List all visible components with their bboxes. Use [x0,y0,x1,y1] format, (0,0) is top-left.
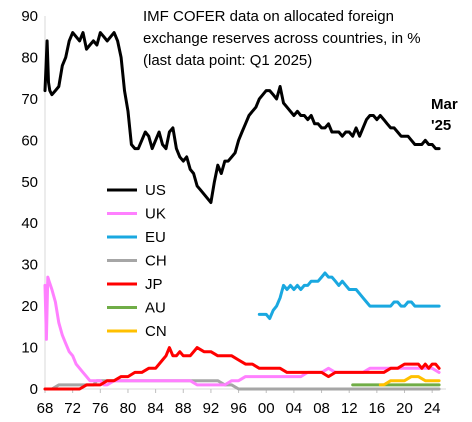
x-tick-label: 16 [369,400,386,417]
y-tick-label: 80 [21,49,38,66]
legend-label-jp: JP [145,276,163,293]
y-tick-label: 30 [21,257,38,274]
series-lines [43,31,441,391]
series-line-cn [378,375,441,387]
legend-label-cn: CN [145,323,167,340]
legend-label-ch: CH [145,253,167,270]
series-line-eu [257,271,441,320]
series-line-us [43,31,441,204]
x-tick-label: 68 [37,400,54,417]
y-tick-label: 0 [30,381,38,398]
legend-label-eu: EU [145,229,166,246]
last-point-annotation: Mar '25 [431,96,458,134]
y-tick-label: 50 [21,174,38,191]
x-tick-label: 04 [286,400,303,417]
annotation-line-1: Mar [431,96,458,113]
title-line-3: (last data point: Q1 2025) [143,52,312,69]
y-tick-label: 90 [21,8,38,25]
chart-title: IMF COFER data on allocated foreign exch… [143,8,421,69]
y-tick-label: 10 [21,340,38,357]
x-tick-label: 84 [147,400,164,417]
y-axis-ticks: 0 10 20 30 40 50 60 70 80 90 [21,8,38,398]
y-tick-label: 70 [21,91,38,108]
x-axis-ticks: 68 72 76 80 84 88 92 96 00 04 08 12 16 20 24 [37,389,441,417]
legend: US UK EU CH JP AU CN [107,182,167,340]
x-tick-label: 96 [230,400,247,417]
x-tick-label: 80 [120,400,137,417]
axes [44,16,446,390]
x-tick-label: 72 [64,400,81,417]
y-tick-label: 40 [21,215,38,232]
x-tick-label: 24 [424,400,441,417]
annotation-line-2: '25 [431,117,451,134]
series-line-uk [43,275,441,387]
legend-label-au: AU [145,300,166,317]
legend-label-uk: UK [145,206,166,223]
y-tick-label: 60 [21,132,38,149]
x-tick-label: 20 [396,400,413,417]
x-tick-label: 76 [92,400,109,417]
x-tick-label: 00 [258,400,275,417]
series-line-jp [43,346,441,391]
x-tick-label: 92 [203,400,220,417]
legend-label-us: US [145,182,166,199]
x-tick-label: 08 [313,400,330,417]
title-line-2: exchange reserves across countries, in % [143,30,421,47]
title-line-1: IMF COFER data on allocated foreign [143,8,394,25]
x-tick-label: 88 [175,400,192,417]
x-tick-label: 12 [341,400,358,417]
y-tick-label: 20 [21,298,38,315]
